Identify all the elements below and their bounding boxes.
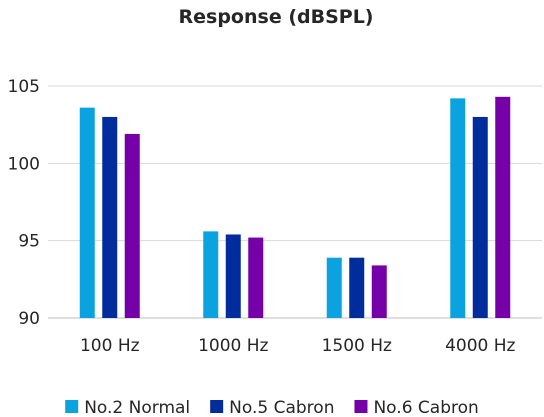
bars <box>79 96 511 319</box>
legend: No.2 Normal No.5 Cabron No.6 Cabron <box>65 398 479 417</box>
x-tick-label-4000hz: 4000 Hz <box>445 336 515 356</box>
bar-1000hz-no-6-cabron <box>248 237 264 318</box>
legend-swatch-no-2-normal <box>65 400 79 413</box>
bar-1500hz-no-5-cabron <box>349 257 365 318</box>
bar-4000hz-no-6-cabron <box>495 96 511 319</box>
bar-100hz-no-5-cabron <box>102 116 118 318</box>
gridlines <box>48 85 542 319</box>
y-axis-ticks: 90 95 100 105 <box>8 77 40 329</box>
legend-swatch-no-5-cabron <box>210 400 224 413</box>
y-tick-label-105: 105 <box>8 77 40 97</box>
legend-label-no-2-normal: No.2 Normal <box>84 398 190 417</box>
bar-1500hz-no-6-cabron <box>371 265 387 318</box>
bar-1500hz-no-2-normal <box>326 257 342 318</box>
bar-1000hz-no-2-normal <box>203 231 219 318</box>
bar-100hz-no-2-normal <box>79 107 95 318</box>
y-tick-label-95: 95 <box>18 232 40 252</box>
legend-label-no-5-cabron: No.5 Cabron <box>229 398 334 417</box>
legend-swatch-no-6-cabron <box>354 400 368 413</box>
bar-4000hz-no-5-cabron <box>472 116 488 318</box>
x-tick-label-100hz: 100 Hz <box>80 336 140 356</box>
x-tick-label-1000hz: 1000 Hz <box>198 336 268 356</box>
bar-100hz-no-6-cabron <box>124 133 140 318</box>
bar-4000hz-no-2-normal <box>450 98 466 318</box>
bar-1000hz-no-5-cabron <box>225 234 241 318</box>
y-tick-label-90: 90 <box>18 309 40 329</box>
x-axis-ticks: 100 Hz 1000 Hz 1500 Hz 4000 Hz <box>80 336 516 356</box>
legend-label-no-6-cabron: No.6 Cabron <box>373 398 478 417</box>
chart-title: Response (dBSPL) <box>179 6 374 28</box>
y-tick-label-100: 100 <box>8 154 40 174</box>
x-tick-label-1500hz: 1500 Hz <box>322 336 392 356</box>
